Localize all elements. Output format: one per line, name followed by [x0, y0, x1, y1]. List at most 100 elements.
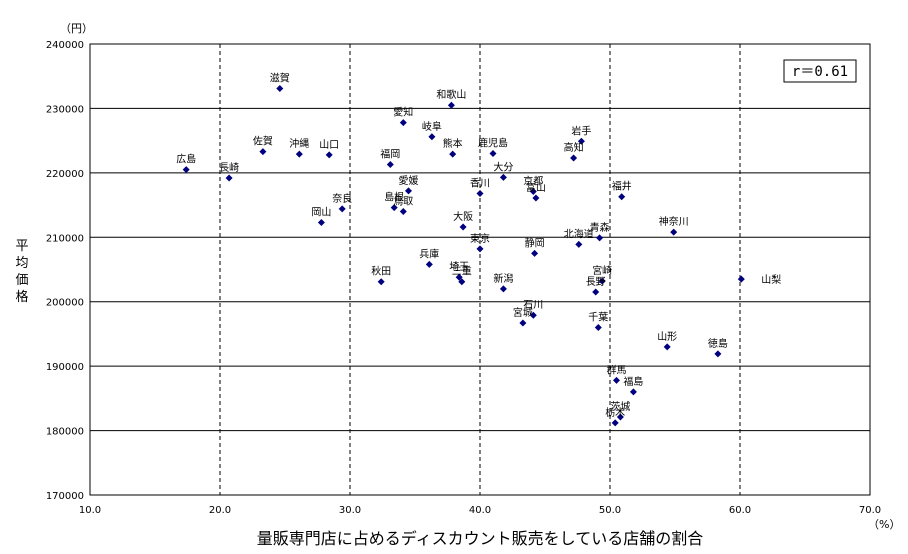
data-point	[596, 234, 604, 242]
y-tick-label: 240000	[46, 40, 84, 51]
x-tick-label: 70.0	[859, 505, 881, 516]
data-point	[338, 205, 346, 213]
point-label: 愛媛	[399, 174, 419, 187]
data-point	[295, 150, 303, 158]
point-label: 徳島	[708, 337, 728, 350]
y-axis-label: 平 均 価 格	[15, 239, 28, 305]
point-label: 石川	[523, 300, 543, 311]
point-label: 長崎	[219, 161, 239, 174]
point-label: 和歌山	[436, 88, 466, 101]
point-label: 静岡	[525, 236, 545, 249]
correlation-box	[783, 59, 857, 83]
data-point	[629, 388, 637, 396]
x-axis-ticks: 10.0 20.0 30.0 40.0 50.0 60.0 70.0	[79, 505, 881, 516]
point-label: 秋田	[371, 265, 391, 278]
point-label: 兵庫	[419, 247, 439, 260]
data-point	[575, 240, 583, 248]
point-label: 埼玉	[449, 260, 469, 273]
point-label: 熊本	[443, 137, 463, 150]
data-point	[390, 204, 398, 212]
point-label: 岡山	[311, 206, 331, 218]
point-label: 鳥取	[393, 195, 413, 208]
y-axis-label-char: 価	[15, 273, 28, 288]
data-point	[489, 150, 497, 158]
point-label: 愛知	[393, 106, 413, 119]
y-axis-label-char: 平	[15, 239, 28, 254]
data-point	[476, 189, 484, 197]
data-point	[459, 223, 467, 231]
point-label: 新潟	[493, 272, 513, 285]
point-label: 宮城	[513, 306, 533, 319]
data-point	[449, 150, 457, 158]
correlation-annotation: r＝0.61	[783, 59, 857, 83]
y-tick-label: 170000	[46, 491, 84, 502]
data-point	[447, 101, 455, 109]
data-point	[519, 319, 527, 327]
x-tick-label: 20.0	[209, 505, 231, 516]
data-point	[455, 273, 463, 281]
x-axis-unit: （%）	[868, 518, 900, 531]
data-point	[618, 193, 626, 201]
x-axis-label: 量販専門店に占めるディスカウント販売をしている店舗の割合	[257, 529, 703, 548]
point-label: 広島	[176, 153, 196, 166]
data-point	[570, 154, 578, 162]
point-label: 岐阜	[422, 120, 442, 133]
correlation-text: r＝0.61	[792, 64, 848, 80]
data-point	[598, 277, 606, 285]
point-label: 福岡	[380, 147, 400, 160]
point-label: 宮崎	[592, 264, 612, 277]
point-label: 滋賀	[270, 71, 290, 84]
data-point	[714, 350, 722, 358]
data-point	[594, 323, 602, 331]
point-label: 山形	[657, 331, 677, 343]
x-tick-label: 40.0	[469, 505, 491, 516]
point-label: 島根	[384, 191, 404, 204]
plot-area-frame	[89, 43, 871, 496]
point-label: 東京	[470, 232, 490, 245]
data-point	[377, 278, 385, 286]
data-point	[531, 249, 539, 257]
data-point	[737, 275, 745, 283]
point-label: 岩手	[571, 124, 591, 137]
point-label: 富山	[526, 181, 546, 194]
point-label: 高知	[564, 141, 584, 154]
point-label: 群馬	[607, 363, 627, 376]
data-point	[611, 419, 619, 427]
point-label: 長野	[586, 276, 606, 288]
x-tick-label: 60.0	[729, 505, 751, 516]
y-tick-label: 230000	[46, 104, 84, 115]
point-label: 神奈川	[659, 215, 689, 228]
data-point	[425, 260, 433, 268]
data-point	[317, 218, 325, 226]
data-point	[458, 278, 466, 286]
data-points	[182, 84, 745, 427]
data-point	[663, 343, 671, 351]
data-point	[428, 133, 436, 141]
y-axis-label-char: 均	[15, 256, 28, 271]
data-point	[182, 166, 190, 174]
point-label: 大阪	[453, 210, 473, 223]
data-point	[399, 208, 407, 216]
data-point	[499, 285, 507, 293]
point-label: 山梨	[761, 273, 781, 286]
point-label: 沖縄	[289, 137, 309, 150]
data-point	[276, 84, 284, 92]
point-label: 三重	[452, 265, 472, 278]
data-point	[577, 137, 585, 145]
data-point	[499, 173, 507, 181]
point-label: 奈良	[332, 192, 352, 205]
point-label: 茨城	[610, 400, 630, 413]
point-label: 福井	[612, 180, 632, 193]
point-label: 香川	[470, 177, 490, 189]
x-tick-label: 30.0	[339, 505, 361, 516]
y-tick-label: 200000	[46, 298, 84, 309]
data-point	[325, 151, 333, 159]
y-axis-unit: （円）	[60, 22, 93, 35]
data-point	[532, 194, 540, 202]
point-label: 大分	[493, 160, 513, 173]
point-label: 山口	[319, 139, 339, 151]
y-tick-label: 210000	[46, 233, 84, 244]
x-tick-label: 10.0	[79, 505, 101, 516]
